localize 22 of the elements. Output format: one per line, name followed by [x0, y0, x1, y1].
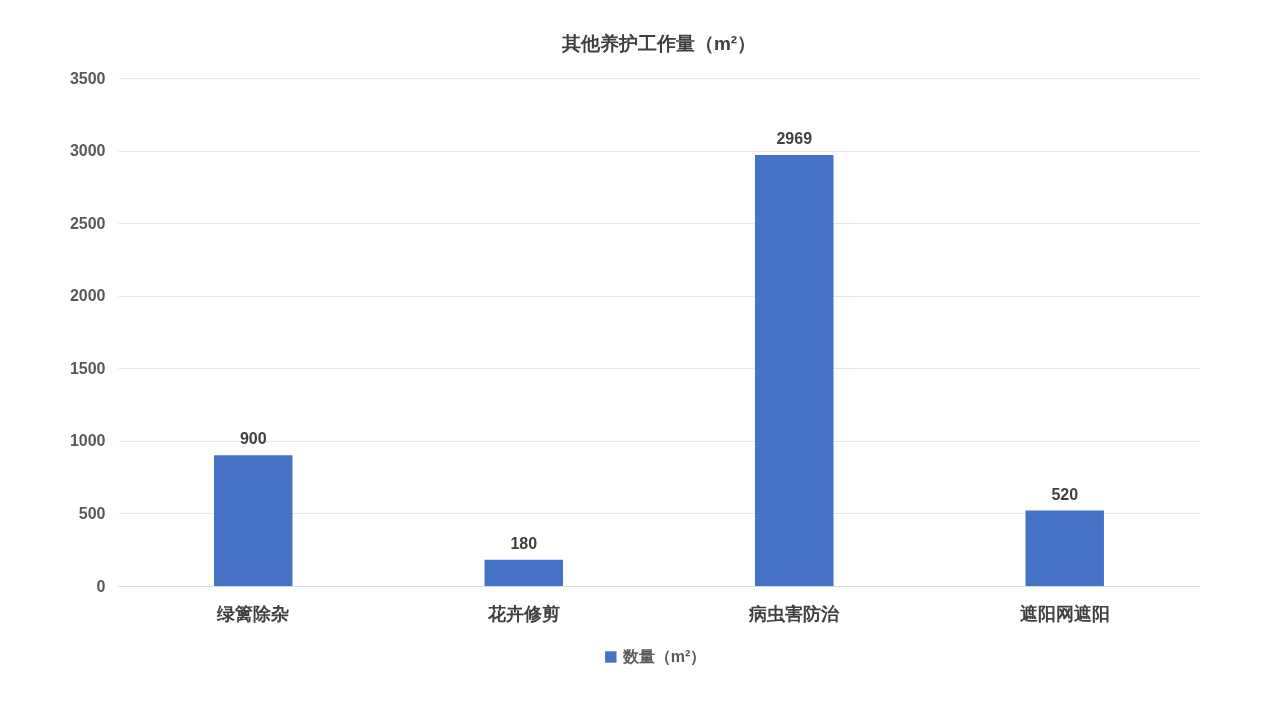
y-tick-label: 0 [96, 577, 106, 595]
chart-title: 其他养护工作量（m²） [560, 33, 757, 54]
bar [214, 455, 293, 586]
y-tick-label: 3000 [69, 142, 106, 160]
bar [1025, 510, 1104, 586]
x-tick-label: 绿篱除杂 [216, 603, 290, 624]
y-tick-label: 2500 [69, 214, 106, 232]
data-label: 180 [510, 534, 538, 552]
bar [755, 155, 834, 586]
bar [484, 559, 563, 586]
data-label: 900 [239, 430, 267, 448]
x-tick-label: 遮阳网遮阳 [1019, 603, 1110, 624]
y-tick-label: 3500 [69, 69, 106, 87]
y-tick-label: 1000 [69, 432, 106, 450]
x-tick-label: 花卉修剪 [486, 603, 560, 624]
data-label: 2969 [776, 130, 813, 148]
legend-label: 数量（m²） [621, 648, 707, 666]
y-tick-label: 1500 [69, 359, 106, 377]
y-tick-label: 2000 [69, 287, 106, 305]
x-tick-label: 病虫害防治 [748, 603, 841, 624]
y-tick-label: 500 [78, 504, 106, 522]
data-label: 520 [1051, 485, 1079, 503]
